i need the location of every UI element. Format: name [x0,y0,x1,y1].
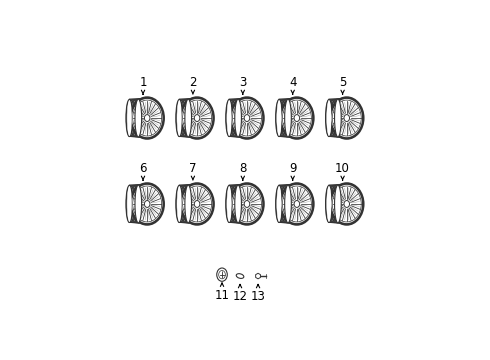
Text: 13: 13 [250,290,266,303]
Ellipse shape [327,186,331,222]
Ellipse shape [195,201,200,207]
Ellipse shape [335,99,341,137]
Ellipse shape [294,201,300,207]
Ellipse shape [231,98,263,138]
Ellipse shape [294,114,300,121]
Ellipse shape [181,184,213,224]
Ellipse shape [244,114,250,121]
Text: 5: 5 [339,76,346,89]
Text: 10: 10 [335,162,350,175]
Ellipse shape [177,186,182,222]
Ellipse shape [177,100,182,136]
Ellipse shape [244,201,250,207]
Ellipse shape [227,186,232,222]
Ellipse shape [181,98,213,138]
Text: 3: 3 [239,76,246,89]
Text: 8: 8 [239,162,246,175]
Ellipse shape [131,98,163,138]
Ellipse shape [235,99,242,137]
Ellipse shape [277,100,281,136]
Ellipse shape [331,184,363,224]
Ellipse shape [145,114,150,121]
Ellipse shape [335,185,341,223]
Ellipse shape [135,99,142,137]
Text: 7: 7 [189,162,196,175]
Ellipse shape [281,184,313,224]
Text: 6: 6 [139,162,147,175]
Ellipse shape [277,186,281,222]
Ellipse shape [127,100,132,136]
Text: 1: 1 [139,76,147,89]
Ellipse shape [285,185,292,223]
Ellipse shape [127,186,132,222]
Ellipse shape [285,99,292,137]
Ellipse shape [235,185,242,223]
Text: 2: 2 [189,76,196,89]
Text: 9: 9 [289,162,296,175]
Ellipse shape [344,114,349,121]
Text: 12: 12 [233,290,247,303]
Ellipse shape [131,184,163,224]
Text: 11: 11 [215,288,229,302]
Ellipse shape [145,201,150,207]
Text: 4: 4 [289,76,296,89]
Ellipse shape [281,98,313,138]
Ellipse shape [327,100,331,136]
Ellipse shape [231,184,263,224]
Ellipse shape [227,100,232,136]
Ellipse shape [195,114,200,121]
Ellipse shape [185,185,192,223]
Ellipse shape [185,99,192,137]
Ellipse shape [331,98,363,138]
Ellipse shape [135,185,142,223]
Ellipse shape [344,201,349,207]
